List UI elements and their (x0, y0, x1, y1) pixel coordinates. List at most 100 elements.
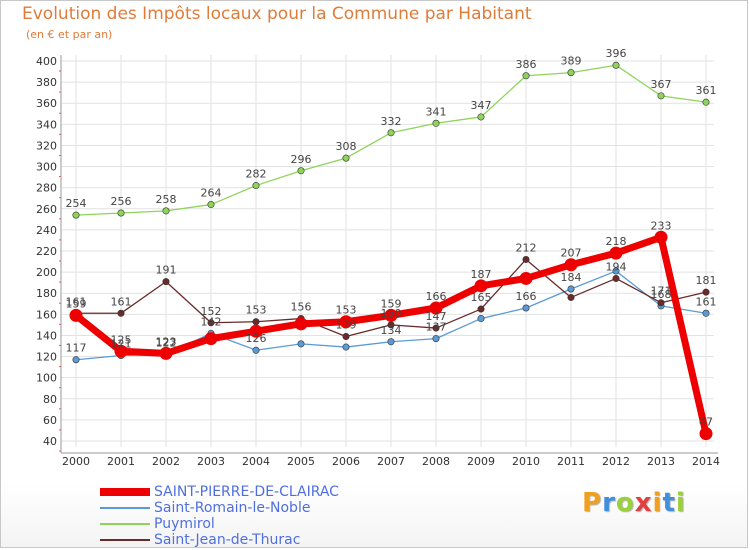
data-label: 282 (246, 168, 267, 181)
data-point (342, 343, 350, 351)
data-label: 121 (111, 338, 132, 351)
x-tick-label: 2008 (422, 455, 450, 468)
data-label: 264 (201, 187, 222, 200)
data-label: 212 (516, 241, 537, 254)
data-point (432, 119, 440, 127)
data-point (702, 288, 710, 296)
legend-label: Puymirol (154, 516, 215, 532)
data-label: 258 (156, 193, 177, 206)
y-tick-label: 180 (36, 287, 57, 300)
legend-label: Saint-Jean-de-Thurac (154, 532, 301, 548)
y-tick-label: 320 (36, 139, 57, 152)
y-tick-label: 340 (36, 118, 57, 131)
x-tick-label: 2007 (377, 455, 405, 468)
y-tick-label: 240 (36, 224, 57, 237)
data-label: 139 (336, 319, 357, 332)
x-axis-ticks: 2000 2001 2002 2003 2004 2005 2006 2007 2008 2009… (62, 455, 720, 468)
legend-swatch (100, 488, 150, 496)
x-tick-label: 2012 (602, 455, 630, 468)
data-point (567, 293, 575, 301)
data-label: 171 (651, 285, 672, 298)
logo-letter: x (634, 488, 653, 518)
y-tick-label: 140 (36, 329, 57, 342)
data-point (162, 278, 170, 286)
data-label: 341 (426, 105, 447, 118)
data-point (702, 309, 710, 317)
data-label: 187 (471, 268, 492, 281)
data-point (69, 308, 83, 322)
logo-letter: o (615, 488, 635, 518)
data-point (204, 332, 218, 346)
legend-label: SAINT-PIERRE-DE-CLAIRAC (154, 484, 339, 500)
y-tick-label: 60 (43, 414, 57, 427)
data-label: 166 (426, 290, 447, 303)
y-tick-label: 40 (43, 435, 57, 448)
data-label: 256 (111, 195, 132, 208)
data-label: 218 (606, 235, 627, 248)
data-label: 396 (606, 47, 627, 60)
data-point (522, 255, 530, 263)
chart-subtitle: (en € et par an) (26, 28, 113, 41)
data-label: 254 (66, 197, 87, 210)
data-point (387, 338, 395, 346)
data-label: 153 (246, 304, 267, 317)
data-label: 332 (381, 115, 402, 128)
x-tick-label: 2000 (62, 455, 90, 468)
data-point (339, 315, 353, 329)
data-label: 386 (516, 58, 537, 71)
data-point (207, 201, 215, 209)
data-point (432, 324, 440, 332)
data-point (522, 304, 530, 312)
data-label: 361 (696, 84, 717, 97)
y-axis-ticks: 40 60 80 100 120 140 160 180 200 220 240 260 280 300 3… (36, 55, 57, 448)
data-point (252, 346, 260, 354)
data-label: 134 (381, 324, 402, 337)
data-labels: 254 256 258 264 282 296 308 332 341 347 386 389 396 3… (66, 47, 717, 428)
data-label: 161 (696, 295, 717, 308)
data-label: 159 (381, 297, 402, 310)
x-tick-label: 2004 (242, 455, 270, 468)
data-point (567, 69, 575, 77)
data-point (522, 72, 530, 80)
y-tick-label: 220 (36, 245, 57, 258)
data-label: 207 (561, 247, 582, 260)
data-label: 47 (699, 416, 713, 429)
y-tick-label: 380 (36, 76, 57, 89)
logo-letter: i (652, 488, 663, 518)
y-tick-label: 120 (36, 351, 57, 364)
data-point (564, 258, 578, 272)
data-point (432, 335, 440, 343)
data-point (72, 211, 80, 219)
y-tick-label: 280 (36, 182, 57, 195)
data-label: 184 (561, 271, 582, 284)
x-tick-label: 2001 (107, 455, 135, 468)
x-tick-label: 2009 (467, 455, 495, 468)
data-point (477, 305, 485, 313)
logo-letter: i (675, 488, 686, 518)
data-point (657, 299, 665, 307)
y-tick-label: 80 (43, 393, 57, 406)
legend-label: Saint-Romain-le-Noble (154, 500, 311, 516)
data-point (699, 427, 713, 441)
data-point (117, 309, 125, 317)
data-label: 156 (291, 301, 312, 314)
data-point (654, 230, 668, 244)
data-label: 137 (426, 321, 447, 334)
data-label: 159 (66, 297, 87, 310)
data-label: 153 (336, 304, 357, 317)
data-point (429, 301, 443, 315)
data-label: 126 (246, 332, 267, 345)
y-tick-label: 100 (36, 372, 57, 385)
data-label: 117 (66, 342, 87, 355)
x-tick-label: 2006 (332, 455, 360, 468)
data-point (474, 279, 488, 293)
data-label: 181 (696, 274, 717, 287)
data-label: 347 (471, 99, 492, 112)
x-tick-label: 2010 (512, 455, 540, 468)
x-tick-label: 2005 (287, 455, 315, 468)
data-label: 194 (606, 260, 627, 273)
data-label: 165 (471, 291, 492, 304)
data-label: 161 (111, 295, 132, 308)
data-label: 147 (426, 310, 447, 323)
